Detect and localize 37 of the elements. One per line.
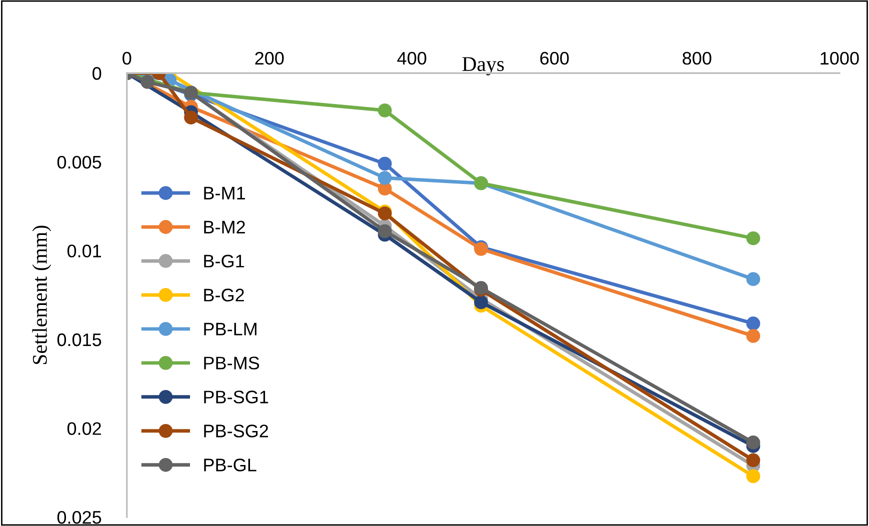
- point: [746, 328, 760, 343]
- point: [746, 436, 760, 450]
- legend-label: B-M1: [204, 186, 245, 200]
- legend-label: PB-SG2: [204, 424, 268, 438]
- y-tick-label: 0.025: [57, 510, 102, 524]
- point: [746, 272, 760, 286]
- x-tick-label: 400: [397, 52, 426, 65]
- x-tick-label: 200: [255, 52, 284, 65]
- x-tick-label: 600: [540, 52, 569, 65]
- point: [378, 103, 392, 118]
- legend-label: PB-MS: [204, 356, 260, 370]
- point: [746, 316, 760, 330]
- y-tick-label: 0.005: [57, 156, 102, 169]
- y-tick-label: 0.015: [57, 333, 102, 346]
- point: [378, 156, 392, 171]
- x-tick-label: 0: [122, 52, 132, 65]
- x-axis-title: Days: [462, 57, 504, 76]
- point: [140, 75, 154, 89]
- legend-label: PB-SG1: [204, 390, 268, 404]
- legend-label: PB-GL: [204, 458, 256, 472]
- point: [746, 469, 760, 484]
- x-tick-label: 800: [682, 52, 712, 65]
- legend-label: B-M2: [204, 220, 245, 234]
- x-tick-label: 1000: [820, 52, 859, 65]
- legend-label: B-G1: [204, 254, 244, 268]
- y-axis-title: Settlement (mm): [32, 226, 52, 364]
- y-tick-label: 0.01: [67, 244, 101, 258]
- point: [746, 453, 760, 468]
- point: [378, 170, 392, 185]
- y-tick-label: 0: [92, 67, 102, 80]
- legend-label: PB-LM: [204, 322, 256, 336]
- point: [378, 224, 392, 238]
- point: [184, 110, 198, 124]
- point: [474, 295, 488, 310]
- y-tick-label: 0.02: [67, 422, 101, 435]
- point: [746, 231, 760, 246]
- legend-label: B-G2: [204, 288, 244, 302]
